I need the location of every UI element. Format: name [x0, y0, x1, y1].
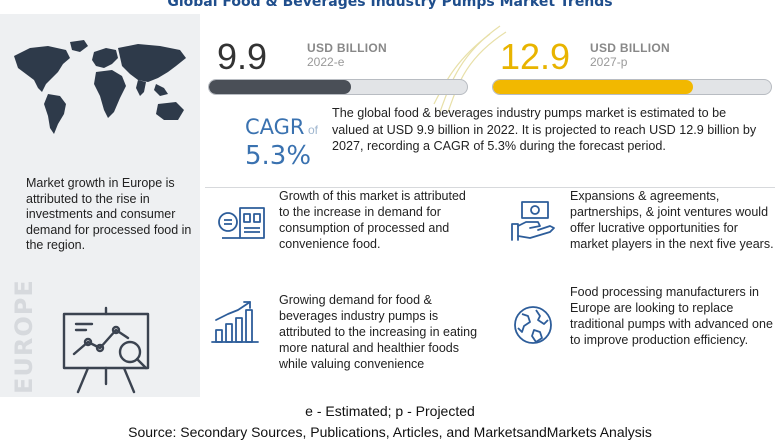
block-text-healthier-foods: Growing demand for food & beverages indu…: [279, 293, 478, 371]
block-text-expansions: Expansions & agreements, partnerships, &…: [570, 189, 774, 251]
section-divider: [205, 187, 775, 188]
bar-chart-growth-icon: [211, 301, 259, 343]
block-text-food-processing: Food processing manufacturers in Europe …: [570, 285, 773, 347]
block-text-demand-growth: Growth of this market is attributed to t…: [279, 189, 466, 251]
factory-food-icon: [218, 207, 265, 239]
page-title: Global Food & Beverages Industry Pumps M…: [167, 0, 613, 10]
market-unit-2027: USD BILLION: [590, 41, 670, 55]
market-year-2027: 2027-p: [590, 55, 628, 69]
world-map-icon: [14, 40, 186, 134]
market-unit-2022: USD BILLION: [307, 41, 387, 55]
cagr-value: 5.3%: [245, 141, 312, 171]
progress-bar-2027: [492, 79, 772, 95]
market-value-2022: 9.9: [217, 36, 268, 77]
right-panel: 9.9 USD BILLION 2022-e 12.9 USD BILLION …: [200, 14, 780, 397]
market-year-2022: 2022-e: [307, 55, 345, 69]
presentation-board-icon: [62, 306, 150, 394]
footer-source: Source: Secondary Sources, Publications,…: [128, 424, 652, 440]
cagr-of: of: [308, 123, 319, 137]
europe-vertical-label: EUROPE: [10, 279, 38, 394]
cagr-label: CAGR: [245, 115, 305, 139]
market-value-2027: 12.9: [500, 36, 571, 77]
progress-bar-fill-2027: [493, 80, 694, 94]
left-panel: Market growth in Europe is attributed to…: [0, 14, 200, 397]
europe-growth-text: Market growth in Europe is attributed to…: [26, 176, 192, 252]
globe-icon: [514, 306, 552, 344]
market-summary-text: The global food & beverages industry pum…: [332, 106, 757, 153]
progress-bar-fill-2022: [209, 80, 351, 94]
decorative-curve-icon: [433, 25, 507, 113]
progress-bar-2022: [208, 79, 468, 95]
handshake-money-icon: [511, 201, 555, 241]
footer-note: e - Estimated; p - Projected: [305, 403, 475, 419]
